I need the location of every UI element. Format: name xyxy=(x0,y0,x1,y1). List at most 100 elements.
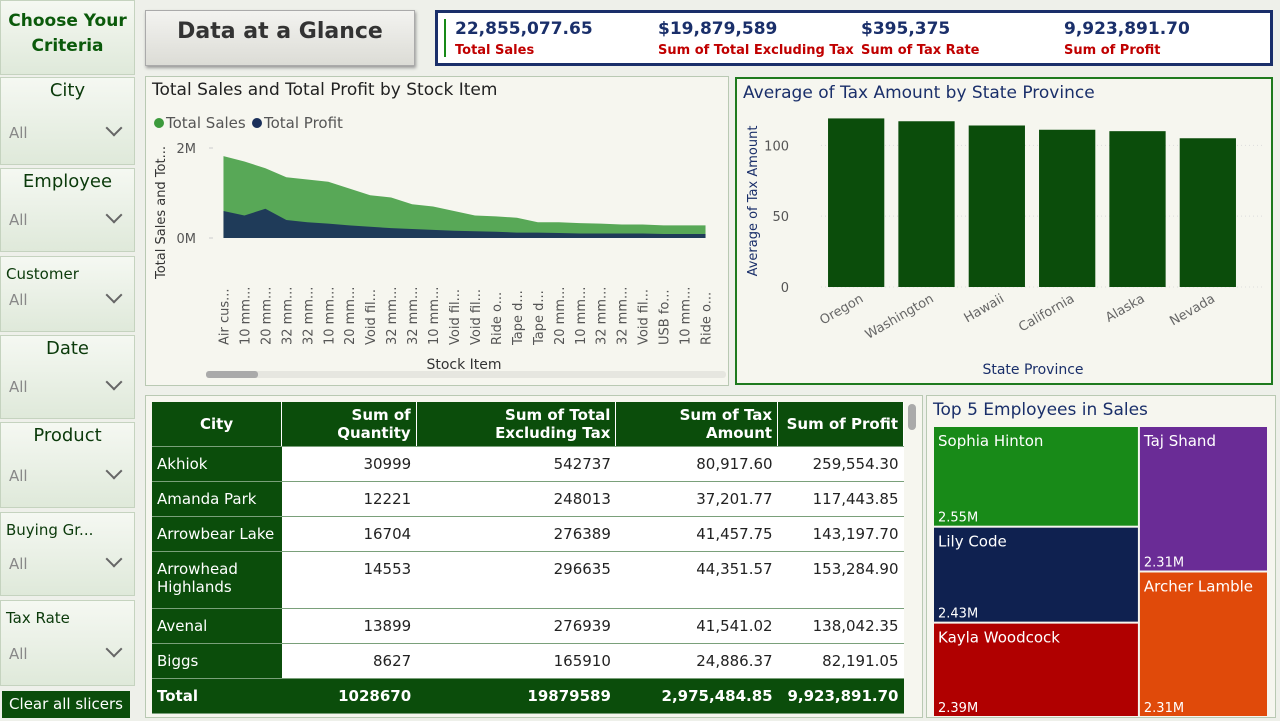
x-tick-label: Washington xyxy=(863,291,937,342)
cell: Amanda Park xyxy=(152,481,282,517)
table: City Sum of Quantity Sum of Total Excludin… xyxy=(152,402,904,714)
cell: 44,351.57 xyxy=(615,551,778,609)
column-header: Sum of Profit xyxy=(777,402,904,447)
x-tick-label: Alaska xyxy=(1103,291,1147,325)
slicer: Tax Rate All xyxy=(0,600,135,686)
bar xyxy=(968,125,1025,287)
cell: 41,541.02 xyxy=(615,608,778,644)
area xyxy=(223,208,706,238)
x-tick-label: Void fil... xyxy=(364,289,379,345)
chart-title: Top 5 Employees in Sales xyxy=(932,400,1148,420)
x-tick-label: 10 mm... xyxy=(322,287,337,345)
treemap-tile xyxy=(934,427,1138,526)
slicer-value: All xyxy=(9,467,28,485)
cell: 165910 xyxy=(416,643,616,679)
cell: 138,042.35 xyxy=(777,608,904,644)
chart: Top 5 Employees in Sales Sophia Hinton 2.5… xyxy=(932,400,1267,716)
cell: 276389 xyxy=(416,516,616,552)
sidebar-title: Choose Your Criteria xyxy=(8,11,127,56)
cell: 37,201.77 xyxy=(615,481,778,517)
dropdown-chevron xyxy=(105,462,123,480)
kpi-value: $19,879,589 xyxy=(658,19,778,39)
kpi-label: Total Sales xyxy=(455,43,535,58)
clear-button[interactable]: Clear all slicers xyxy=(2,691,130,718)
x-tick-label: 20 mm... xyxy=(259,287,274,345)
area xyxy=(223,156,706,238)
kpi-label: Sum of Profit xyxy=(1064,43,1161,58)
y-axis-label: Total Sales and Tot... xyxy=(154,146,169,280)
slicer-label: Date xyxy=(45,338,90,359)
slicer-label: Employee xyxy=(22,171,113,192)
legend-marker xyxy=(154,118,164,128)
slicer-label: City xyxy=(49,80,86,101)
treemap-tile xyxy=(934,623,1138,716)
x-tick-label: California xyxy=(1016,291,1077,335)
kpi-label: Sum of Total Excluding Tax xyxy=(658,43,854,58)
tile-value: 2.55M xyxy=(938,511,978,526)
cell: 259,554.30 xyxy=(777,446,904,482)
tile-value: 2.31M xyxy=(1144,556,1184,571)
column-header: Sum of Tax Amount xyxy=(615,402,779,447)
cell: 276939 xyxy=(416,608,616,644)
cell: 542737 xyxy=(416,446,616,482)
tile-label: Lily Code xyxy=(938,533,1007,551)
scrollbar-track xyxy=(206,371,726,378)
x-axis-label: Stock Item xyxy=(426,357,501,373)
total-cell: 9,923,891.70 xyxy=(777,678,904,714)
x-tick-label: 32 mm... xyxy=(595,287,610,345)
table-panel: City Sum of Quantity Sum of Total Excludin… xyxy=(145,395,923,718)
cell: 153,284.90 xyxy=(777,551,904,609)
cell: 143,197.70 xyxy=(777,516,904,552)
y-tick-label: 0 xyxy=(781,281,789,296)
cell: Arrowbear Lake xyxy=(152,516,282,552)
treemap-tile xyxy=(1139,572,1267,716)
tile-value: 2.31M xyxy=(1144,701,1184,716)
x-tick-label: Void fil... xyxy=(448,289,463,345)
cell: Avenal xyxy=(152,608,282,644)
tile-label: Kayla Woodcock xyxy=(938,629,1060,647)
total-row: Total 1028670 19879589 2,975,484.85 9,923,89… xyxy=(152,678,904,714)
legend-marker xyxy=(252,118,262,128)
table-row: Avenal 13899 276939 41,541.02 138,042.35 xyxy=(152,608,904,644)
tile-label: Sophia Hinton xyxy=(938,432,1043,450)
column-header: Sum of Total Excluding Tax xyxy=(416,402,617,447)
chart: Total Sales and Total Profit by Stock It… xyxy=(151,80,726,378)
bar xyxy=(1109,131,1166,287)
chart-title: Total Sales and Total Profit by Stock It… xyxy=(151,80,497,100)
total-cell: 2,975,484.85 xyxy=(615,678,778,714)
bar xyxy=(828,118,885,287)
slicer-label: Tax Rate xyxy=(6,609,70,627)
cell: Biggs xyxy=(152,643,282,679)
x-tick-label: Ride o... xyxy=(490,292,505,345)
legend-label: Total Sales xyxy=(165,114,246,132)
cell: 80,917.60 xyxy=(615,446,778,482)
kpi-value: $395,375 xyxy=(861,19,951,39)
tile-label: Taj Shand xyxy=(1143,432,1216,450)
table-row: Arrowhead Highlands 14553 296635 44,351.57 1… xyxy=(152,551,904,609)
slicer-value: All xyxy=(9,378,28,396)
x-tick-label: Tape d... xyxy=(532,290,547,346)
slicer: City All xyxy=(0,77,135,165)
chart-title: Average of Tax Amount by State Province xyxy=(743,83,1095,103)
cell: 82,191.05 xyxy=(777,643,904,679)
total-cell: Total xyxy=(152,678,282,714)
x-tick-label: 32 mm... xyxy=(385,287,400,345)
slicer-value: All xyxy=(9,291,28,309)
x-tick-label: USB fo... xyxy=(658,289,673,345)
tile-value: 2.39M xyxy=(938,701,978,716)
total-cell: 1028670 xyxy=(281,678,417,714)
dropdown-chevron xyxy=(105,286,123,304)
slicer: Product All xyxy=(0,422,135,508)
x-axis-label: State Province xyxy=(982,362,1083,378)
column-header: Sum of Quantity xyxy=(281,402,417,447)
x-tick-label: Ride o... xyxy=(700,292,715,345)
slicer-value: All xyxy=(9,124,28,142)
cell: 30999 xyxy=(281,446,417,482)
cell: 8627 xyxy=(281,643,417,679)
bar xyxy=(1179,138,1236,287)
y-tick-label: 0M xyxy=(177,232,197,247)
cell: 13899 xyxy=(281,608,417,644)
y-tick-label: 50 xyxy=(772,210,789,225)
cell: 296635 xyxy=(416,551,616,609)
y-tick-label: 100 xyxy=(764,139,789,154)
